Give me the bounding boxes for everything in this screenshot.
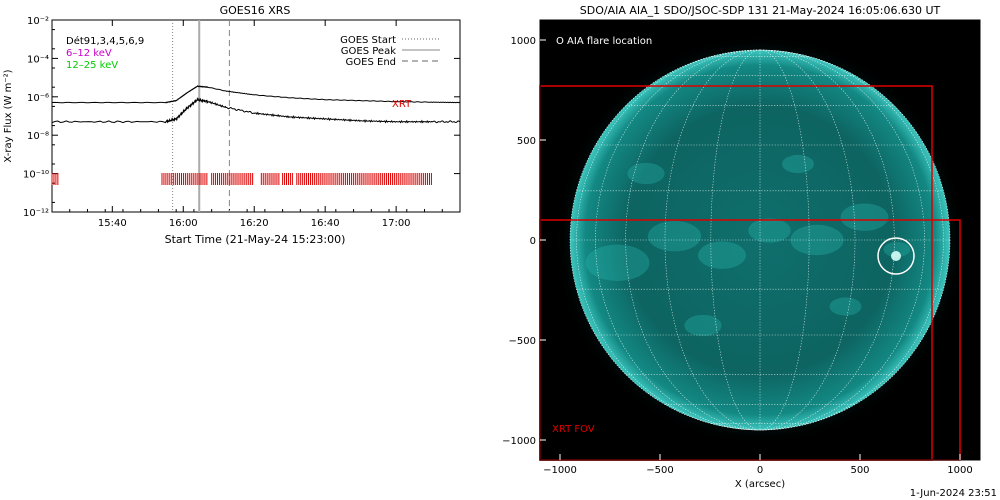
aia-xlabel: X (arcsec): [735, 479, 785, 490]
goes-series-lower: [51, 96, 461, 124]
xrt-fov-label: XRT FOV: [552, 424, 595, 435]
goes-plot-frame: [51, 19, 461, 213]
goes-series: [51, 84, 461, 124]
aia-axes: −1000 −500 0 500 1000 −1000 −500 0 500 1000: [502, 36, 973, 476]
goes-y-tick-label: 10⁻¹⁰: [23, 170, 49, 181]
aia-solar-disk: [570, 50, 950, 430]
aia-flare-kernel: [891, 251, 901, 261]
goes-y-tick-label: 10⁻²: [27, 16, 49, 27]
aia-longitude-line: [664, 49, 761, 431]
aia-active-region: [748, 218, 791, 243]
goes-x-tick-label: 15:40: [98, 218, 127, 229]
aia-legend: O AIA flare location: [556, 36, 652, 47]
aia-active-region: [684, 314, 722, 337]
goes-x-tick-label: 17:00: [382, 218, 411, 229]
aia-longitude-line: [759, 49, 810, 431]
goes-legend-high: 12–25 keV: [66, 60, 118, 71]
aia-longitude-line: [710, 49, 761, 431]
aia-y-tick-label: −1000: [502, 436, 536, 447]
aia-panel: SDO/AIA AIA_1 SDO/JSOC-SDP 131 21-May-20…: [502, 4, 981, 490]
goes-panel: GOES16 XRS 15:40 16:00 16:20 16:40 17:00 10⁻¹…: [3, 4, 461, 246]
goes-ylabel: X-ray Flux (W m⁻²): [3, 69, 14, 162]
goes-xrt-annotation: XRT: [392, 99, 412, 110]
goes-xlabel: Start Time (21-May-24 15:23:00): [165, 233, 346, 246]
aia-active-region: [829, 297, 862, 316]
aia-x-tick-label: −500: [646, 465, 673, 476]
aia-y-tick-label: 0: [530, 236, 536, 247]
aia-active-region: [698, 241, 746, 269]
aia-active-region: [883, 241, 911, 258]
aia-active-region: [627, 162, 665, 185]
legend-goes-end: GOES End: [346, 57, 396, 68]
legend-goes-peak: GOES Peak: [341, 46, 396, 57]
aia-active-region: [647, 221, 702, 252]
aia-y-tick-label: 1000: [511, 36, 536, 47]
aia-limb: [569, 49, 951, 431]
aia-longitude-line: [759, 49, 856, 431]
goes-y-tick-label: 10⁻⁶: [27, 93, 49, 104]
aia-image: [539, 34, 966, 461]
aia-longitude-line: [759, 49, 895, 431]
aia-y-tick-label: −500: [509, 336, 536, 347]
goes-axes: 15:40 16:00 16:20 16:40 17:00 10⁻¹² 10⁻¹⁰ 10⁻⁸ 1…: [23, 16, 461, 229]
goes-y-tick-label: 10⁻⁸: [27, 131, 49, 142]
aia-x-tick-label: 0: [757, 465, 763, 476]
goes-y-tick-label: 10⁻¹²: [23, 208, 49, 219]
goes-x-tick-label: 16:00: [169, 218, 198, 229]
goes-x-tick-label: 16:40: [311, 218, 340, 229]
aia-y-tick-label: 500: [517, 136, 536, 147]
aia-active-region: [782, 154, 814, 174]
aia-longitude-line: [759, 49, 925, 431]
aia-active-region: [585, 244, 650, 282]
legend-goes-start: GOES Start: [340, 35, 396, 46]
aia-x-tick-label: 1000: [947, 465, 972, 476]
goes-title: GOES16 XRS: [220, 4, 291, 17]
aia-x-tick-label: −1000: [543, 465, 577, 476]
aia-flare-marker: [877, 237, 915, 275]
aia-active-region: [840, 203, 889, 231]
goes-x-tick-label: 16:20: [240, 218, 269, 229]
goes-y-tick-label: 10⁻⁴: [27, 54, 49, 65]
footer-timestamp: 1-Jun-2024 23:51: [910, 488, 997, 499]
aia-x-tick-label: 500: [850, 465, 869, 476]
xrt-observation-marks: [51, 173, 432, 185]
aia-title: SDO/AIA AIA_1 SDO/JSOC-SDP 131 21-May-20…: [580, 4, 941, 17]
goes-series-upper: [51, 84, 461, 104]
aia-longitude-line: [625, 49, 761, 431]
goes-legend-det: Dét91,3,4,5,6,9: [66, 35, 144, 47]
goes-legend-low: 6–12 keV: [66, 48, 112, 59]
aia-longitude-line: [595, 49, 761, 431]
